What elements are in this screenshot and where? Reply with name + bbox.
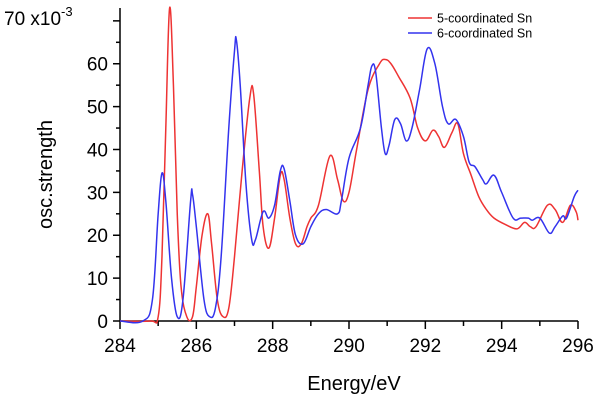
x-ticks: 284 286 288 290 292 294 296: [104, 321, 594, 357]
y-tick-label: 10: [87, 269, 108, 290]
legend: 5-coordinated Sn 6-coordinated Sn: [408, 12, 532, 41]
series-line-5-coordinated: [119, 6, 579, 324]
y-axis-title: osc.strength: [35, 120, 57, 229]
y-tick-label: 20: [87, 226, 108, 247]
y-ticks: 0 10 20 30 40 50 60: [87, 20, 120, 333]
y-axis-multiplier: 70 x10-3: [4, 4, 73, 30]
y-tick-label: 50: [87, 98, 108, 119]
y-tick-label: 0: [97, 312, 108, 333]
x-axis-title: Energy/eV: [307, 373, 401, 394]
x-tick-label: 294: [486, 336, 518, 357]
y-tick-label: 60: [87, 55, 108, 76]
y-tick-label: 40: [87, 140, 108, 161]
x-tick-label: 288: [257, 336, 289, 357]
x-tick-label: 284: [104, 336, 136, 357]
x-tick-label: 296: [562, 336, 594, 357]
x-tick-label: 292: [409, 336, 441, 357]
y-multiplier-exponent: -3: [61, 4, 73, 19]
series-lines: [119, 6, 579, 324]
x-tick-label: 286: [180, 336, 212, 357]
series-line-6-coordinated: [119, 35, 579, 324]
legend-label-5-coordinated: 5-coordinated Sn: [437, 12, 532, 26]
y-tick-label: 30: [87, 183, 108, 204]
x-tick-label: 290: [333, 336, 365, 357]
y-multiplier-base: 70 x10: [4, 9, 61, 30]
legend-label-6-coordinated: 6-coordinated Sn: [437, 27, 532, 41]
axes: [119, 8, 578, 322]
